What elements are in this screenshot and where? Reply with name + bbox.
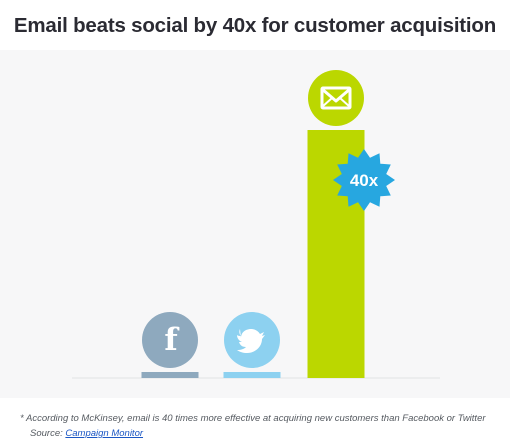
- twitter-bird: [237, 329, 265, 353]
- bar-facebook: [141, 372, 199, 378]
- source-link[interactable]: Campaign Monitor: [65, 428, 144, 439]
- icon-circle-facebook: [142, 312, 198, 368]
- envelope-glyph: [320, 86, 352, 110]
- facebook-glyph: f: [164, 322, 179, 358]
- data-label-email: 40x: [350, 171, 379, 190]
- source-label: Source:: [30, 428, 63, 439]
- data-label-badge: [333, 149, 395, 211]
- facebook-icon: f: [142, 312, 198, 368]
- bar-twitter: [223, 372, 281, 378]
- chart-title: Email beats social by 40x for customer a…: [13, 14, 497, 37]
- source-line: Source: Campaign Monitor: [30, 428, 143, 439]
- icon-circle-email: [308, 70, 364, 126]
- twitter-icon: [224, 312, 280, 368]
- footnote: * According to McKinsey, email is 40 tim…: [20, 413, 486, 424]
- email-icon: [308, 70, 364, 126]
